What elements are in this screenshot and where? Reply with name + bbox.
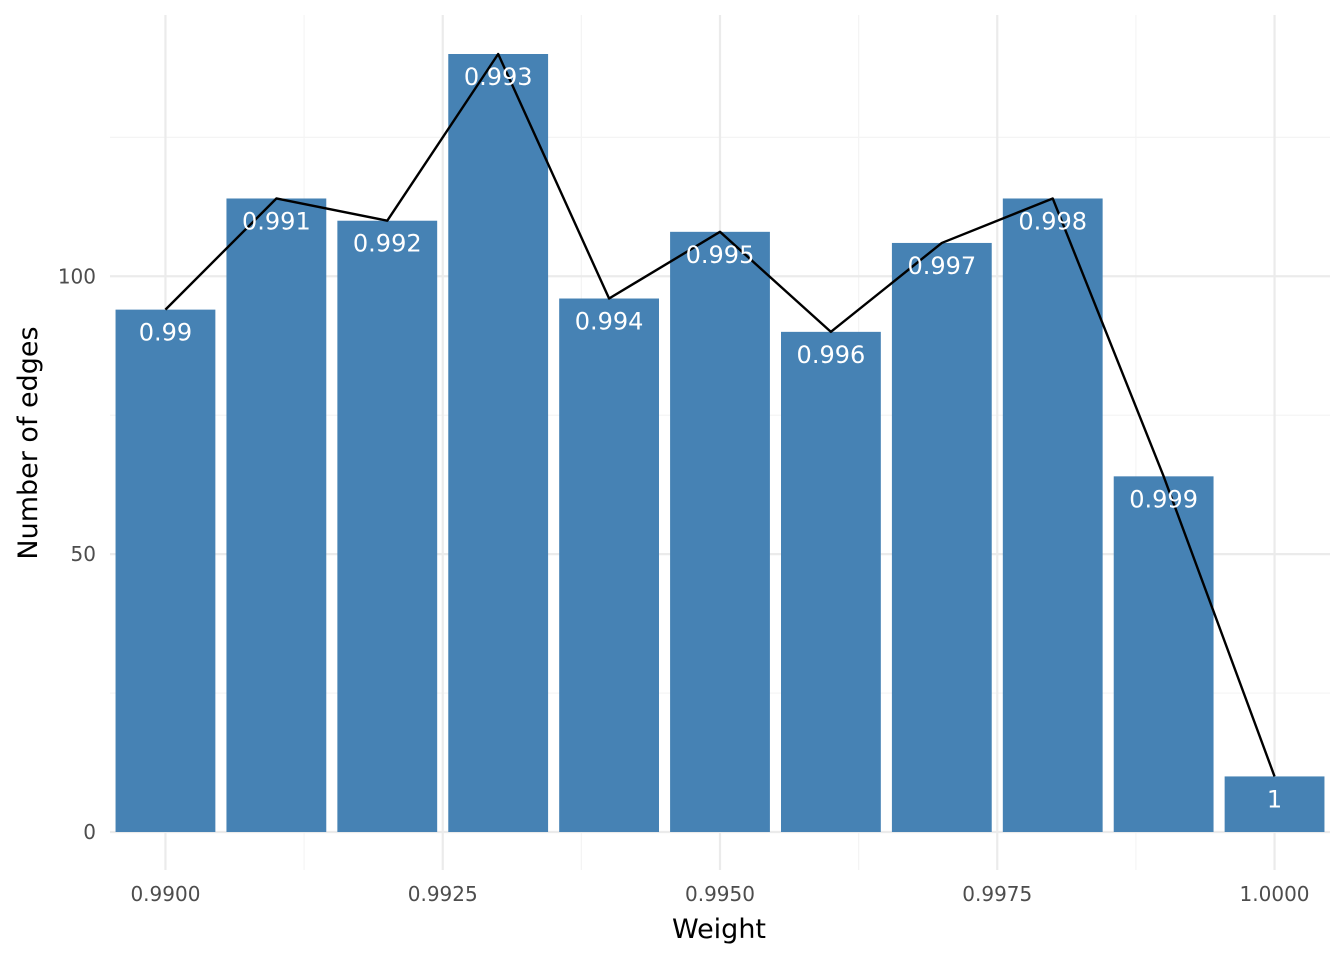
y-tick-label-0: 0 bbox=[83, 820, 96, 844]
bar-3 bbox=[448, 54, 549, 832]
bar-label-8: 0.998 bbox=[1018, 207, 1087, 235]
bar-4 bbox=[559, 298, 659, 832]
y-axis-title: Number of edges bbox=[13, 326, 44, 559]
bar-9 bbox=[1113, 476, 1214, 832]
bar-8 bbox=[1002, 198, 1103, 832]
y-tick-label-2: 100 bbox=[58, 264, 96, 288]
x-axis-title: Weight bbox=[672, 914, 766, 945]
bar-1 bbox=[226, 198, 327, 832]
bar-0 bbox=[115, 309, 216, 833]
bar-2 bbox=[337, 220, 438, 832]
bar-label-1: 0.991 bbox=[242, 207, 311, 235]
bar-label-5: 0.995 bbox=[686, 241, 755, 269]
bar-label-0: 0.99 bbox=[139, 319, 192, 347]
bar-label-2: 0.992 bbox=[353, 230, 422, 258]
x-tick-label-2: 0.9950 bbox=[685, 882, 755, 906]
x-tick-label-0: 0.9900 bbox=[130, 882, 200, 906]
bar-10 bbox=[1224, 776, 1325, 832]
x-tick-label-3: 0.9975 bbox=[962, 882, 1032, 906]
bar-label-10: 1 bbox=[1267, 785, 1282, 813]
trend-line-path bbox=[164, 52, 1276, 777]
bar-6 bbox=[781, 331, 881, 832]
bars bbox=[115, 54, 1325, 833]
bar-label-9: 0.999 bbox=[1129, 485, 1198, 513]
bar-label-4: 0.994 bbox=[575, 308, 644, 336]
trend-line bbox=[164, 52, 1276, 777]
bar-label-7: 0.997 bbox=[907, 252, 976, 280]
y-axis-ticks: 0 50 100 bbox=[58, 264, 96, 844]
x-tick-label-4: 1.0000 bbox=[1240, 882, 1310, 906]
y-tick-label-1: 50 bbox=[71, 542, 96, 566]
bar-labels: 0.99 0.991 0.992 0.993 0.994 0.995 0.996 0.997 0… bbox=[139, 63, 1282, 813]
bar-label-6: 0.996 bbox=[797, 341, 866, 369]
x-axis-ticks: 0.9900 0.9925 0.9950 0.9975 1.0000 bbox=[130, 882, 1309, 906]
bar-7 bbox=[891, 242, 992, 832]
x-tick-label-1: 0.9925 bbox=[408, 882, 478, 906]
bar-label-3: 0.993 bbox=[464, 63, 533, 91]
bar-5 bbox=[670, 231, 770, 833]
